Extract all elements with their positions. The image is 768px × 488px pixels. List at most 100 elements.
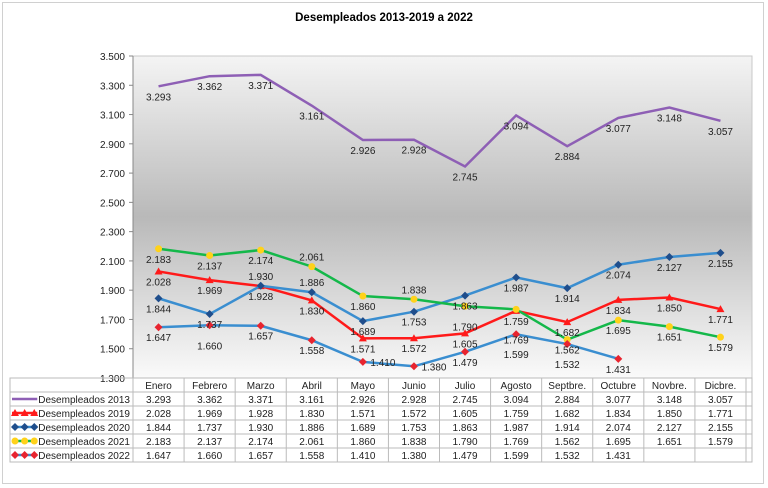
legend-label: Desempleados 2022 (38, 451, 130, 462)
data-point (409, 307, 418, 316)
table-cell: 3.148 (657, 395, 682, 406)
table-cell: 1.571 (350, 409, 375, 420)
table-cell: 3.094 (504, 395, 529, 406)
table-cell: 1.657 (248, 451, 273, 462)
data-label: 1.380 (421, 362, 446, 373)
legend-marker (11, 437, 19, 445)
data-label: 2.074 (606, 271, 631, 282)
legend-marker (11, 451, 19, 459)
data-label: 1.759 (504, 317, 529, 328)
table-cell: 3.077 (606, 395, 631, 406)
y-tick-label: 1.700 (100, 315, 125, 326)
data-label: 1.410 (370, 358, 395, 369)
table-cell: 1.830 (299, 409, 324, 420)
data-point (461, 347, 470, 356)
y-tick-label: 1.500 (100, 345, 125, 356)
table-cell: 1.790 (453, 437, 478, 448)
data-point (461, 302, 469, 310)
legend-marker (11, 423, 19, 431)
data-label: 1.830 (299, 306, 324, 317)
table-cell: 1.431 (606, 451, 631, 462)
data-label: 1.930 (248, 272, 273, 283)
data-point (205, 310, 214, 319)
table-cell: 1.759 (504, 409, 529, 420)
table-cell: 1.863 (453, 423, 478, 434)
table-cell: 1.886 (299, 423, 324, 434)
table-cell: 3.161 (299, 395, 324, 406)
data-point (563, 318, 572, 326)
series-line-5 (158, 324, 619, 368)
table-cell: 1.479 (453, 451, 478, 462)
data-label: 3.161 (299, 112, 324, 123)
table-cell: 1.969 (197, 409, 222, 420)
data-label: 1.914 (555, 294, 580, 305)
data-label: 1.532 (555, 360, 580, 371)
legend-marker (30, 451, 39, 459)
data-point (307, 288, 316, 297)
data-label: 1.737 (197, 320, 222, 331)
x-category-label: Dicbre. (705, 381, 737, 392)
data-label: 1.863 (453, 302, 478, 313)
data-label: 1.651 (657, 333, 682, 344)
data-point (512, 305, 520, 313)
x-category-label: Mayo (351, 381, 376, 392)
chart-frame (2, 2, 764, 484)
y-tick-label: 2.900 (100, 140, 125, 151)
data-point (155, 245, 163, 253)
data-label: 1.572 (401, 344, 426, 355)
data-label: 1.769 (504, 335, 529, 346)
table-cell: 2.137 (197, 437, 222, 448)
legend-label: Desempleados 2020 (38, 423, 130, 434)
data-point (461, 291, 470, 300)
data-point (665, 293, 674, 301)
data-label: 2.884 (555, 152, 580, 163)
data-point (257, 246, 265, 254)
table-cell: 1.769 (504, 437, 529, 448)
x-category-label: Marzo (247, 381, 275, 392)
legend-marker (11, 409, 19, 416)
data-label: 3.293 (146, 92, 171, 103)
table-cell: 1.987 (504, 423, 529, 434)
x-category-label: Febrero (192, 381, 227, 392)
data-point (358, 317, 367, 326)
series-line-4 (158, 247, 721, 342)
data-label: 1.558 (299, 346, 324, 357)
data-label: 2.926 (350, 146, 375, 157)
data-point (307, 336, 316, 345)
legend-marker (20, 423, 29, 431)
table-cell: 2.061 (299, 437, 324, 448)
data-label: 2.745 (453, 173, 478, 184)
data-point (256, 281, 265, 290)
table-cell: 3.371 (248, 395, 273, 406)
x-category-label: Enero (145, 381, 172, 392)
table-cell: 1.562 (555, 437, 580, 448)
table-cell: 1.682 (555, 409, 580, 420)
x-category-label: Abril (302, 381, 322, 392)
table-cell: 2.174 (248, 437, 273, 448)
x-category-label: Novbre. (652, 381, 687, 392)
data-point (614, 316, 622, 324)
data-label: 1.834 (606, 306, 631, 317)
x-category-label: Julio (455, 381, 476, 392)
y-tick-label: 3.100 (100, 111, 125, 122)
legend-marker (21, 437, 29, 445)
x-category-label: Junio (402, 381, 426, 392)
data-label: 1.562 (555, 346, 580, 357)
table-cell: 1.850 (657, 409, 682, 420)
legend-marker (30, 437, 38, 445)
y-tick-label: 2.700 (100, 169, 125, 180)
data-label: 2.174 (248, 256, 273, 267)
legend-label: Desempleados 2021 (38, 437, 130, 448)
data-label: 1.753 (401, 318, 426, 329)
data-label: 1.790 (453, 322, 478, 333)
data-label: 2.183 (146, 255, 171, 266)
data-point (614, 295, 623, 303)
data-point (154, 323, 163, 332)
data-label: 1.844 (146, 304, 171, 315)
data-point (512, 330, 521, 339)
table-cell: 1.410 (350, 451, 375, 462)
y-tick-label: 1.300 (100, 374, 125, 385)
legend-marker (20, 409, 29, 416)
table-cell: 3.057 (708, 395, 733, 406)
data-label: 1.695 (606, 326, 631, 337)
